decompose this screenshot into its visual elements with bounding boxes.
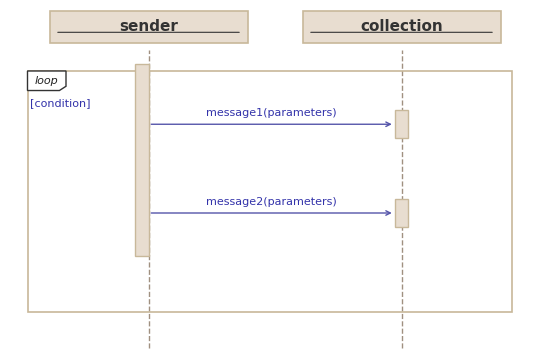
FancyBboxPatch shape: [135, 64, 148, 256]
Text: [condition]: [condition]: [30, 98, 91, 108]
FancyBboxPatch shape: [50, 11, 248, 43]
Text: loop: loop: [35, 76, 59, 86]
FancyBboxPatch shape: [395, 110, 408, 138]
FancyBboxPatch shape: [302, 11, 500, 43]
FancyBboxPatch shape: [395, 199, 408, 227]
Polygon shape: [28, 71, 66, 91]
Text: message2(parameters): message2(parameters): [206, 197, 337, 207]
Text: message1(parameters): message1(parameters): [206, 108, 337, 118]
Text: sender: sender: [119, 19, 178, 34]
Text: collection: collection: [360, 19, 443, 34]
